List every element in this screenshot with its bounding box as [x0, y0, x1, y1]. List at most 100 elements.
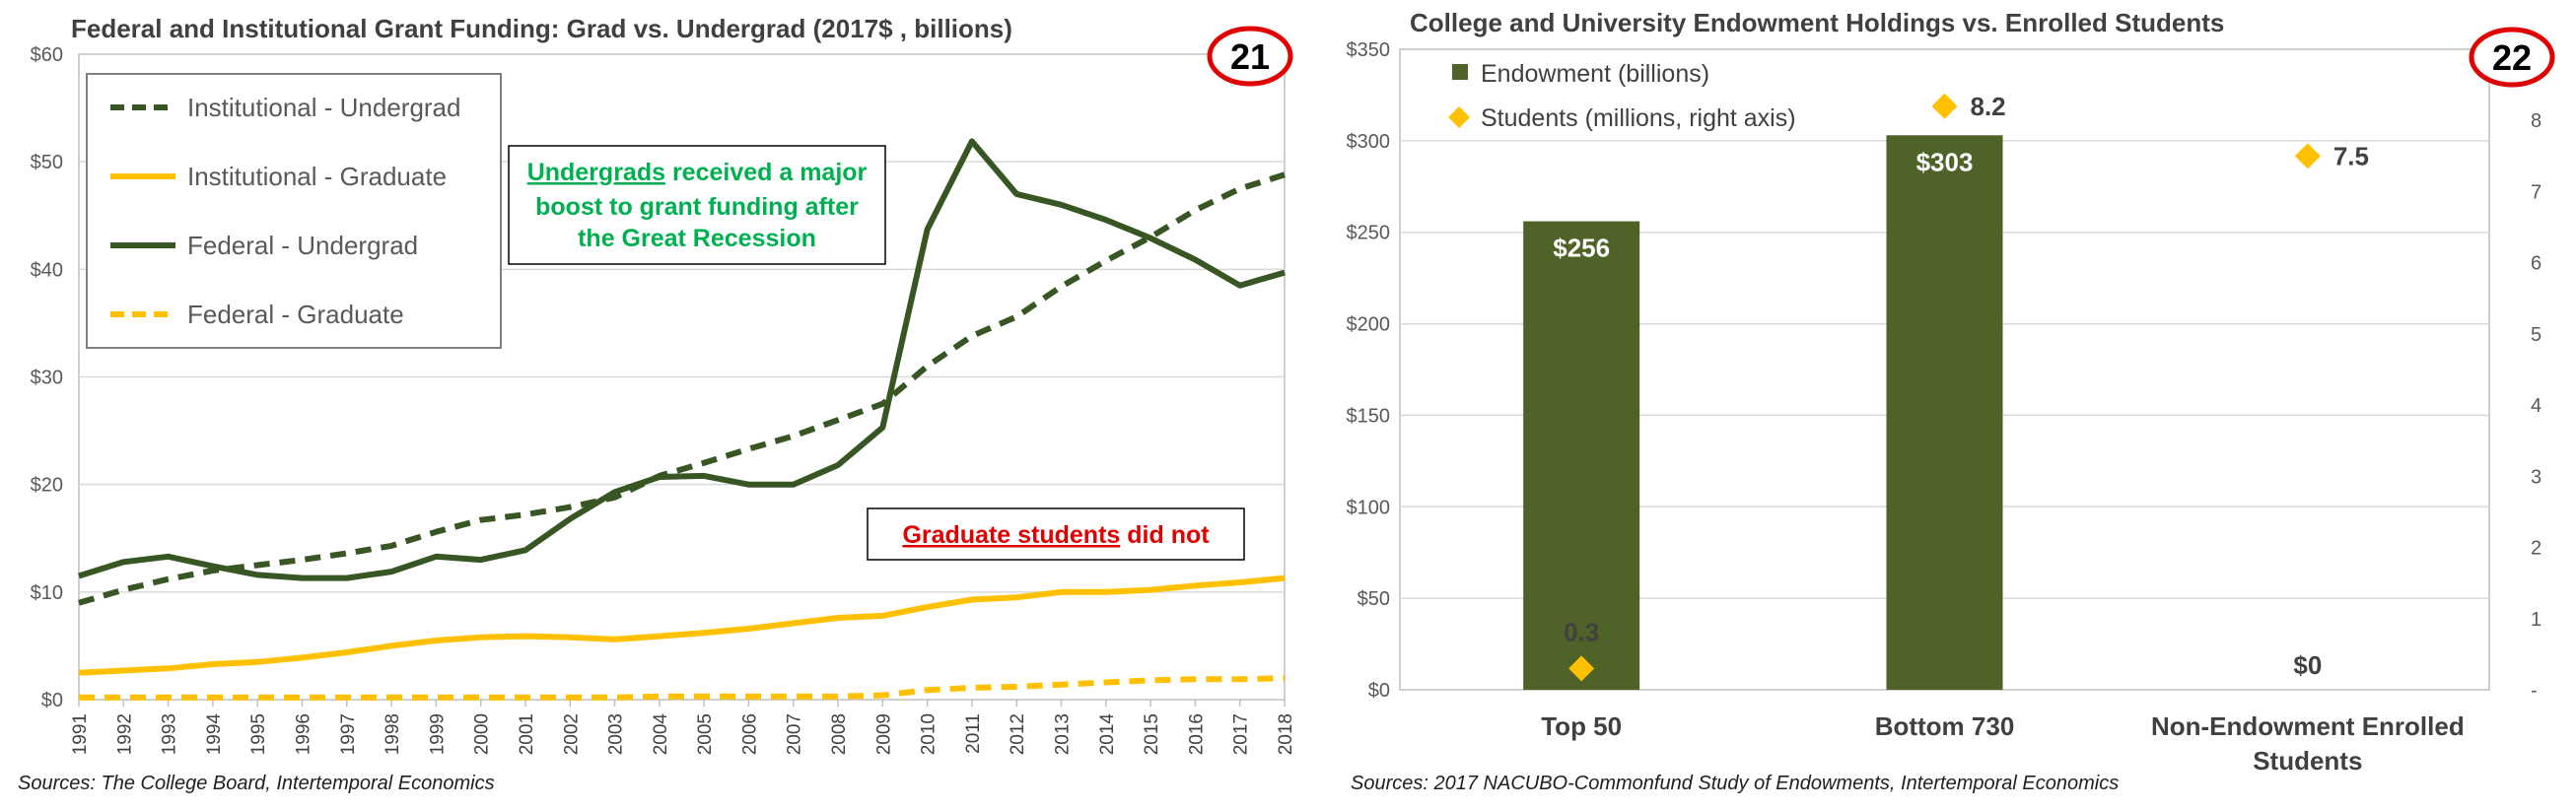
slide-number-badge: 21	[1207, 26, 1293, 87]
right-axis-tick-label: 2	[2531, 538, 2541, 560]
category-labels: Top 50 Bottom 730 Non-Endowment Enrolled St…	[1541, 711, 2464, 776]
y-tick-label: $200	[1347, 314, 1391, 336]
annotation-box	[867, 507, 1245, 561]
series-line-federal-graduate	[79, 675, 1286, 701]
y-tick-label: $30	[31, 368, 63, 389]
right-axis-tick-label: 6	[2531, 253, 2541, 275]
x-tick-label: 2013	[1053, 713, 1074, 755]
y-axis-ticks: $0 $50 $100 $150 $200 $250 $300 $350	[1347, 39, 1391, 702]
legend: Institutional - Undergrad Institutional …	[86, 73, 502, 349]
source-note: Sources: The College Board, Intertempora…	[18, 773, 495, 794]
x-tick-label: 2018	[1276, 713, 1296, 755]
source-note: Sources: 2017 NACUBO-Commonfund Study of…	[1351, 773, 2120, 794]
annotation-line-2: boost to grant funding after	[535, 193, 859, 221]
endowment-bar-chart: $0$50$100$150$200$250$300$350 -123456789…	[1347, 27, 2555, 776]
x-tick-label: 1992	[114, 713, 135, 755]
x-axis-ticks: 1991 1992 1993 1994 1995 1996 1997 1998 1999 2000…	[70, 700, 1296, 755]
y-tick-label: $50	[31, 152, 63, 173]
annotation-line-1: Undergrads received a major	[527, 159, 868, 186]
student-point	[1931, 93, 1958, 119]
x-tick-label: 2007	[785, 713, 805, 755]
x-tick-label: 1994	[204, 713, 225, 756]
right-axis-tick-label: 1	[2531, 609, 2541, 631]
y-tick-label: $0	[41, 690, 63, 711]
y-axis-ticks: $0 $10 $20 $30 $40 $50 $60	[31, 44, 63, 711]
y-tick-label: $20	[31, 475, 63, 497]
x-tick-label: 2003	[606, 713, 627, 755]
category-label: Top 50	[1541, 711, 1622, 741]
annotation-rest: did not	[1120, 521, 1210, 549]
bar-value-label: $0	[2293, 650, 2322, 680]
chart-title: Federal and Institutional Grant Funding:…	[71, 14, 1012, 43]
student-point	[1568, 655, 1595, 682]
y-tick-label: $100	[1347, 497, 1391, 518]
x-tick-label: 2001	[517, 713, 537, 755]
x-tick-label: 2015	[1142, 713, 1162, 755]
y-tick-label: $150	[1347, 405, 1391, 427]
legend-label-endowment: Endowment (billions)	[1481, 60, 1709, 88]
y-tick-label: $50	[1358, 588, 1390, 610]
legend-label-institutional-undergrad: Institutional - Undergrad	[187, 93, 460, 122]
legend-label-federal-graduate: Federal - Graduate	[187, 300, 404, 329]
scatter-points: 0.3 8.2 7.5	[1564, 92, 2369, 682]
right-axis-tick-label: 4	[2531, 395, 2541, 417]
legend: Endowment (billions) Students (millions,…	[1448, 60, 1796, 132]
badge-circle	[2469, 27, 2555, 88]
legend-label-federal-undergrad: Federal - Undergrad	[187, 231, 418, 260]
x-tick-label: 2010	[919, 713, 940, 755]
bar	[1886, 135, 2003, 691]
badge-circle	[1207, 26, 1293, 87]
y-tick-label: $0	[1368, 680, 1390, 702]
annotation-undergrads: Undergrads received a major boost to gra…	[508, 145, 886, 265]
x-tick-label: 2014	[1097, 713, 1118, 756]
x-tick-label: 1993	[160, 713, 180, 755]
x-tick-label: 2002	[561, 713, 582, 755]
right-axis-tick-label: 7	[2531, 181, 2541, 203]
y-tick-label: $250	[1347, 223, 1391, 244]
y-tick-label: $300	[1347, 131, 1391, 153]
series-lines	[78, 138, 1286, 701]
student-value-label: 8.2	[1971, 92, 2006, 121]
x-tick-label: 2016	[1186, 713, 1207, 755]
legend-label-institutional-graduate: Institutional - Graduate	[187, 162, 447, 191]
slide-number-badge: 22	[2469, 27, 2555, 88]
student-value-label: 0.3	[1564, 617, 1599, 646]
x-tick-label: 1998	[383, 713, 403, 755]
bar-value-label: $303	[1916, 147, 1974, 176]
bars: $256 $303 $0	[1523, 135, 2322, 691]
right-axis-ticks: -123456789	[2531, 39, 2541, 702]
x-tick-label: 2017	[1231, 713, 1252, 755]
legend-swatch-students	[1448, 106, 1470, 128]
y-tick-label: $10	[31, 582, 63, 604]
bar-value-label: $256	[1553, 234, 1610, 263]
grant-funding-line-chart: $0$10$20$30$40$50$60 1991 1992 1993 1994 199…	[31, 26, 1296, 755]
x-tick-label: 2005	[695, 713, 716, 755]
annotation-line-1: Graduate students did not	[902, 521, 1210, 549]
y-tick-label: $40	[31, 259, 63, 281]
x-tick-label: 1997	[338, 713, 359, 755]
right-axis-tick-label: 5	[2531, 324, 2541, 346]
x-tick-label: 2008	[829, 713, 850, 755]
category-label: Students	[2253, 746, 2362, 776]
series-line-federal-undergrad	[78, 138, 1286, 581]
x-tick-label: 1999	[427, 713, 448, 755]
annotation-line-3: the Great Recession	[578, 225, 816, 252]
endowment-chart-panel: College and University Endowment Holding…	[1301, 0, 2576, 810]
x-tick-label: 2000	[472, 713, 493, 755]
x-tick-label: 2009	[873, 713, 894, 755]
y-tick-label: $60	[31, 44, 63, 66]
legend-swatch-endowment	[1452, 64, 1468, 80]
student-value-label: 7.5	[2333, 141, 2369, 170]
annotation-box	[508, 145, 886, 265]
x-tick-label: 2011	[963, 713, 984, 754]
x-tick-label: 2006	[739, 713, 760, 755]
right-axis-tick-label: 8	[2531, 110, 2541, 132]
series-line-institutional-undergrad	[78, 171, 1286, 606]
series-line-institutional-graduate	[78, 574, 1286, 676]
chart-title: College and University Endowment Holding…	[1410, 8, 2225, 37]
x-tick-label: 2012	[1008, 713, 1028, 755]
legend-box	[86, 73, 502, 349]
grant-funding-chart-panel: Federal and Institutional Grant Funding:…	[18, 14, 1296, 794]
x-tick-label: 1995	[248, 713, 269, 755]
x-tick-label: 2004	[651, 713, 671, 756]
